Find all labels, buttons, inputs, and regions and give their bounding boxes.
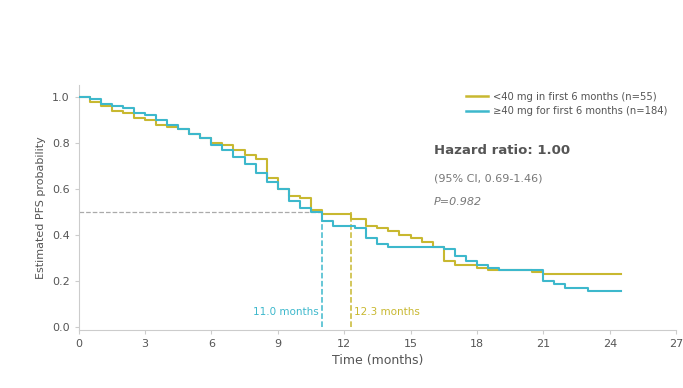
Legend: <40 mg in first 6 months (n=55), ≥40 mg for first 6 months (n=184): <40 mg in first 6 months (n=55), ≥40 mg … <box>462 88 671 120</box>
Text: Hazard ratio: 1.00: Hazard ratio: 1.00 <box>434 144 570 157</box>
Text: 6 months vs those who remained on ≥40 mgᵃ: 6 months vs those who remained on ≥40 mg… <box>9 52 335 64</box>
Text: Lux-Lung 6 post-hoc analysis: Patients with dose reductinons in first: Lux-Lung 6 post-hoc analysis: Patients w… <box>9 21 505 34</box>
Text: 12.3 months: 12.3 months <box>354 307 420 317</box>
Y-axis label: Estimated PFS probability: Estimated PFS probability <box>36 136 46 279</box>
Text: (95% CI, 0.69-1.46): (95% CI, 0.69-1.46) <box>434 173 542 184</box>
Text: 11.0 months: 11.0 months <box>253 307 319 317</box>
X-axis label: Time (months): Time (months) <box>332 354 423 367</box>
Text: P=0.982: P=0.982 <box>434 197 482 206</box>
